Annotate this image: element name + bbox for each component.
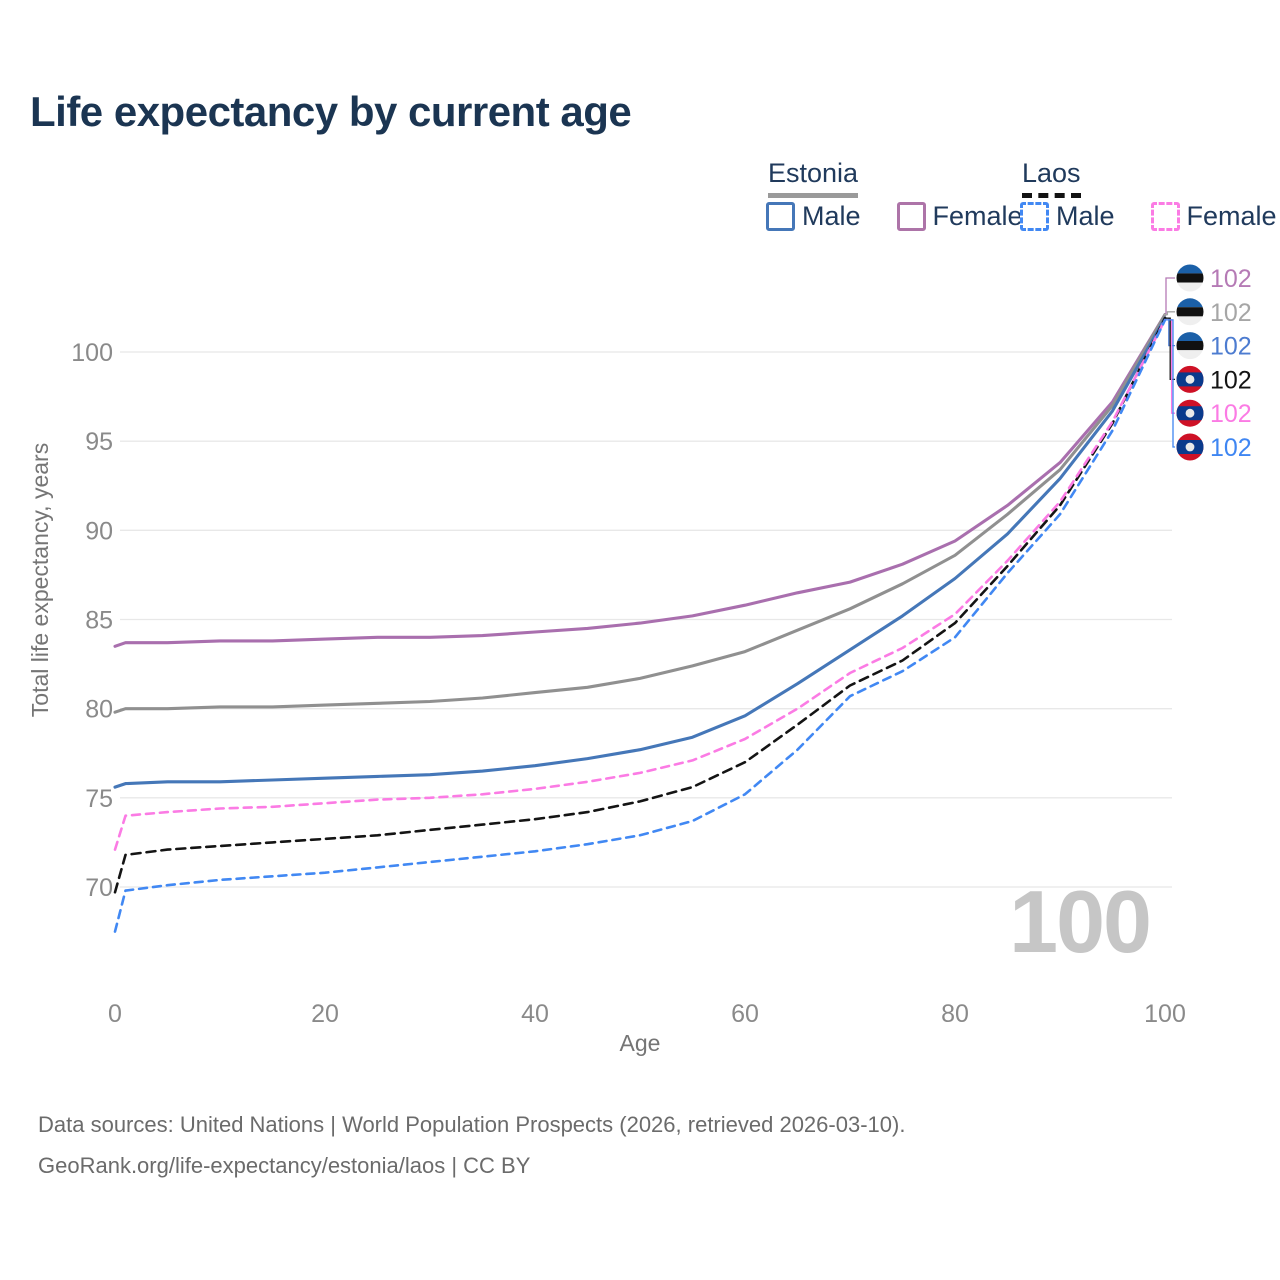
y-tick-label: 75 [85,785,113,813]
page-title: Life expectancy by current age [30,88,632,135]
current-age-watermark: 100 [1009,872,1150,971]
footer-attribution: Data sources: United Nations | World Pop… [38,1104,905,1186]
y-tick-label: 95 [85,428,113,456]
end-value-labels: 102 102 102 102 102 102 [1176,264,1252,462]
gridlines [120,351,1172,888]
y-tick-label: 80 [85,696,113,724]
end-value-label-estonia-male: 102 [1210,333,1252,361]
flag-icon-estonia [1176,332,1204,360]
footer-data-sources: Data sources: United Nations | World Pop… [38,1112,906,1137]
legend-country-estonia[interactable]: Estonia [768,158,859,198]
footer-url-license: GeoRank.org/life-expectancy/estonia/laos… [38,1153,531,1178]
x-tick-label: 80 [941,1000,969,1028]
legend-group-laos: Laos [1022,158,1081,198]
legend-item-laos-female[interactable]: Female [1150,201,1277,232]
y-tick-label: 85 [85,607,113,635]
series-line-estonia-both [113,313,1167,714]
legend-label-laos-male: Male [1056,201,1115,231]
flag-icon-laos [1176,399,1204,427]
series-line-estonia-male [113,316,1167,789]
legend-label-estonia-male: Male [802,201,861,231]
legend-label-estonia-female: Female [932,201,1023,231]
series-line-laos-both [113,316,1167,894]
leader-line [1164,277,1175,316]
legend-item-laos-male[interactable]: Male [1020,201,1115,232]
legend-label-laos-female: Female [1186,201,1277,231]
legend-items-estonia: Male Female [766,201,1023,232]
y-axis-tick-labels: 70 75 80 85 90 95 100 [71,339,113,902]
flag-icon-estonia [1176,264,1204,292]
y-tick-label: 100 [71,339,113,367]
x-axis-title: Age [620,1030,661,1056]
x-tick-label: 40 [521,1000,549,1028]
end-value-label-estonia-both: 102 [1210,299,1252,327]
x-tick-label: 60 [731,1000,759,1028]
flag-icon-laos [1176,365,1204,393]
leader-line [1164,319,1175,448]
series-line-laos-male [113,318,1167,933]
laos-female-swatch-icon[interactable] [1150,202,1180,231]
series-line-laos-female [113,318,1167,851]
legend-item-estonia-female[interactable]: Female [896,201,1023,232]
end-label-leader-lines [1164,277,1175,448]
x-tick-label: 100 [1144,1000,1186,1028]
estonia-female-swatch-icon[interactable] [896,202,926,231]
legend-group-estonia: Estonia [768,158,859,198]
flag-icon-laos [1176,433,1204,461]
series-line-estonia-female [113,313,1167,648]
y-tick-label: 90 [85,517,113,545]
end-value-label-estonia-female: 102 [1210,265,1252,293]
series-lines [113,313,1167,933]
legend-items-laos: Male Female [1020,201,1277,232]
y-axis-title: Total life expectancy, years [27,443,53,717]
x-tick-label: 20 [311,1000,339,1028]
x-axis-tick-labels: 0 20 40 60 80 100 [108,1000,1186,1028]
leader-line [1164,311,1175,316]
legend-item-estonia-male[interactable]: Male [766,201,861,232]
flag-icon-estonia [1176,298,1204,326]
estonia-male-swatch-icon[interactable] [766,202,795,231]
end-value-label-laos-male: 102 [1210,434,1252,462]
end-value-label-laos-both: 102 [1210,366,1252,394]
end-value-label-laos-female: 102 [1210,400,1252,428]
legend-country-laos[interactable]: Laos [1022,158,1081,198]
y-tick-label: 70 [85,874,113,902]
x-tick-label: 0 [108,1000,122,1028]
laos-male-swatch-icon[interactable] [1020,202,1049,231]
